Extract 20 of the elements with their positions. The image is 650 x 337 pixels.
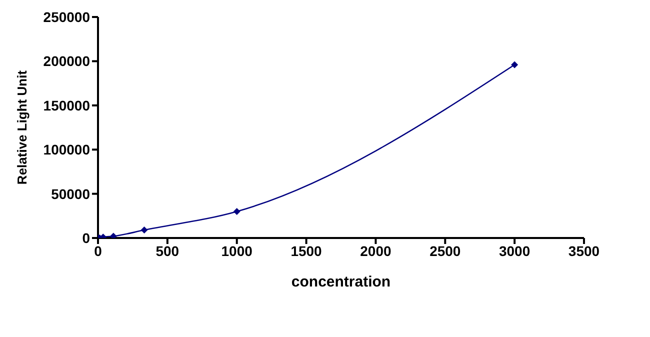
y-tick-label: 100000 [43,142,90,158]
x-tick-label: 3000 [498,242,530,259]
x-axis-title: concentration [291,274,391,291]
x-tick-label: 1500 [290,242,322,259]
x-tick-label: 2000 [360,242,392,259]
x-tick-label: 2500 [430,242,461,259]
point [233,208,240,215]
y-tick-label: 200000 [43,53,90,70]
point [511,61,518,68]
point [140,226,148,234]
y-tick-label: 50000 [51,186,90,202]
y-axis-title: Relative Light Unit [14,70,30,185]
y-tick-label: 150000 [43,97,90,114]
point [110,232,117,238]
y-tick-label: 0 [82,230,90,246]
x-tick-label: 500 [156,242,180,259]
x-tick-label: 1000 [221,242,253,259]
x-tick-label: 0 [94,242,102,259]
x-tick-label: 3500 [568,242,600,259]
y-tick-label: 250000 [43,8,90,25]
